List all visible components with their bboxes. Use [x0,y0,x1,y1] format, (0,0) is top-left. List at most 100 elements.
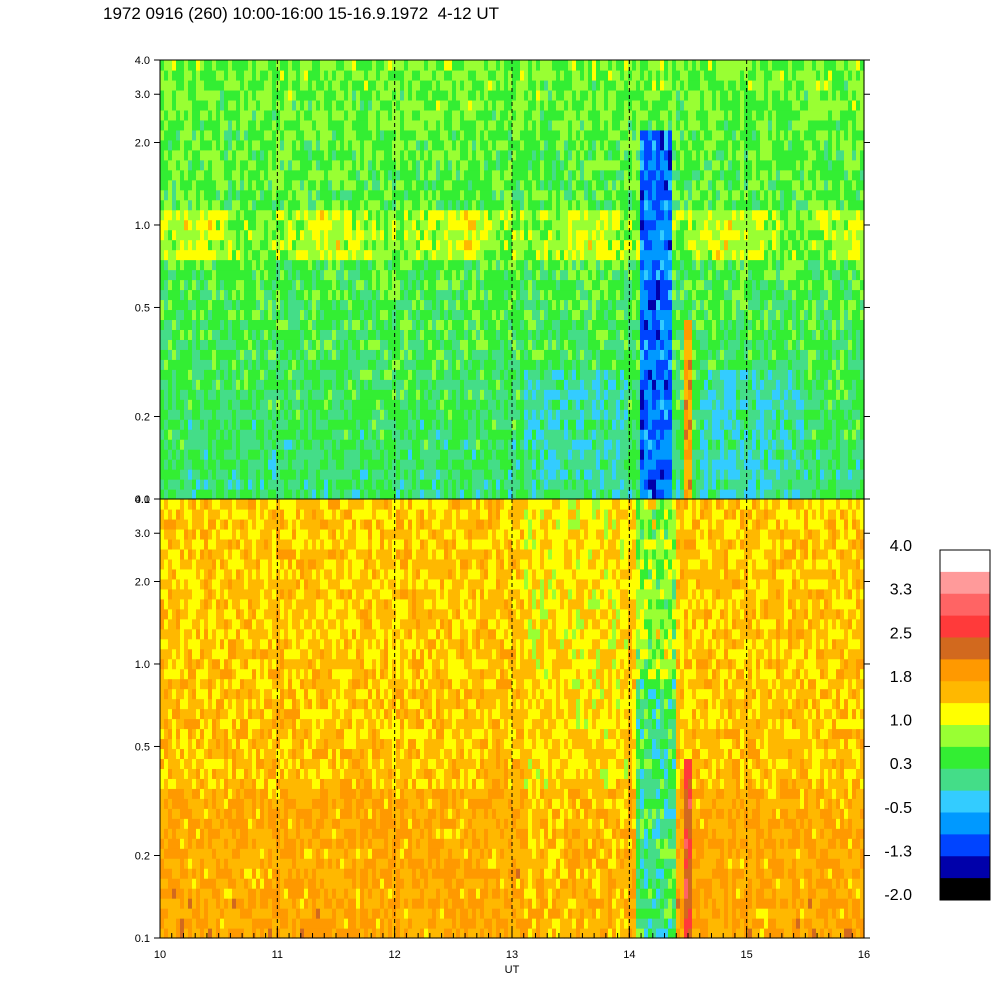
heatmap-cell [284,459,289,470]
heatmap-cell [288,60,293,71]
heatmap-cell [352,449,357,460]
heatmap-cell [208,159,213,171]
heatmap-cell [452,189,457,201]
heatmap-cell [236,139,241,151]
heatmap-cell [496,249,501,261]
heatmap-cell [212,279,217,291]
heatmap-cell [516,169,521,181]
heatmap-cell [268,89,273,101]
heatmap-cell [500,149,505,161]
heatmap-cell [368,379,373,390]
heatmap-cell [248,249,253,261]
heatmap-cell [232,229,237,241]
heatmap-cell [232,389,237,400]
heatmap-cell [340,449,345,460]
heatmap-cell [528,389,533,400]
heatmap-cell [248,239,253,251]
heatmap-cell [588,169,593,181]
heatmap-cell [564,149,569,161]
heatmap-cell [580,309,585,321]
heatmap-cell [456,149,461,161]
heatmap-cell [592,379,597,390]
heatmap-cell [488,219,493,231]
heatmap-cell [328,199,333,211]
heatmap-cell [528,299,533,311]
heatmap-cell [356,489,361,500]
heatmap-cell [428,419,433,430]
heatmap-cell [452,469,457,480]
heatmap-cell [544,239,549,251]
heatmap-cell [592,149,597,161]
heatmap-cell [328,179,333,191]
heatmap-cell [280,119,285,131]
heatmap-cell [592,339,597,350]
heatmap-cell [540,289,545,301]
heatmap-cell [380,389,385,400]
heatmap-cell [288,179,293,191]
heatmap-cell [240,349,245,360]
heatmap-cell [356,359,361,370]
heatmap-cell [396,379,401,390]
heatmap-cell [296,289,301,301]
heatmap-cell [200,269,205,281]
heatmap-cell [568,209,573,221]
heatmap-cell [440,149,445,161]
heatmap-cell [204,309,209,321]
heatmap-cell [416,339,421,350]
heatmap-cell [388,69,393,81]
heatmap-cell [600,129,605,141]
heatmap-cell [196,89,201,101]
heatmap-cell [536,249,541,261]
heatmap-cell [208,179,213,191]
heatmap-cell [492,419,497,430]
heatmap-cell [236,289,241,301]
heatmap-cell [556,179,561,191]
heatmap-cell [484,449,489,460]
heatmap-cell [552,269,557,281]
heatmap-cell [544,129,549,141]
heatmap-cell [256,299,261,311]
heatmap-cell [460,289,465,301]
heatmap-cell [340,229,345,241]
heatmap-cell [400,149,405,161]
heatmap-cell [468,439,473,450]
heatmap-cell [228,449,233,460]
heatmap-cell [184,209,189,221]
heatmap-cell [400,259,405,271]
heatmap-cell [564,119,569,131]
heatmap-cell [484,379,489,390]
heatmap-cell [428,439,433,450]
heatmap-cell [584,339,589,350]
heatmap-cell [200,389,205,400]
heatmap-cell [212,119,217,131]
heatmap-cell [460,89,465,101]
heatmap-cell [392,369,397,380]
heatmap-cell [608,439,613,450]
heatmap-cell [452,149,457,161]
heatmap-cell [212,289,217,301]
heatmap-cell [264,339,269,350]
heatmap-cell [276,369,281,380]
heatmap-cell [492,219,497,231]
heatmap-cell [304,459,309,470]
heatmap-cell [380,289,385,301]
heatmap-cell [256,259,261,271]
heatmap-cell [488,449,493,460]
heatmap-cell [312,399,317,410]
heatmap-cell [544,419,549,430]
heatmap-cell [360,99,365,111]
heatmap-cell [332,369,337,380]
heatmap-cell [536,309,541,321]
heatmap-cell [556,139,561,151]
heatmap-cell [464,199,469,211]
heatmap-cell [520,179,525,191]
heatmap-cell [400,379,405,390]
heatmap-cell [340,359,345,370]
heatmap-cell [424,409,429,420]
heatmap-cell [604,169,609,181]
heatmap-cell [404,329,409,340]
heatmap-cell [464,289,469,301]
heatmap-cell [264,60,269,71]
heatmap-cell [480,459,485,470]
heatmap-cell [192,79,197,91]
